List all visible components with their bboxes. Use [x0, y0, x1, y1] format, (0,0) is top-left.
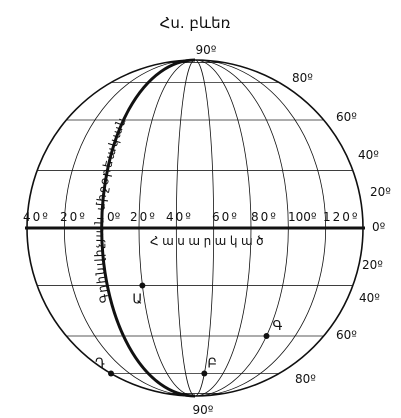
latitude-label-south-60: 60º — [336, 328, 357, 342]
point-1-label: Ա — [132, 292, 142, 307]
longitude-label-east-80: 80º — [251, 210, 278, 224]
longitude-label-east-40: 40º — [166, 210, 193, 224]
equator-degree-label: 0º — [372, 220, 386, 234]
latitude-label-south-40: 40º — [359, 291, 380, 305]
point-2-label: Բ — [207, 356, 217, 371]
point-4-marker — [108, 370, 114, 377]
point-1-marker — [139, 282, 146, 289]
point-4-label: Դ — [95, 356, 105, 371]
latitude-label-north-80: 80º — [292, 71, 313, 85]
point-3-marker — [263, 332, 270, 339]
point-3-label: Գ — [272, 319, 282, 334]
longitude-label-west-20: 20º — [60, 210, 87, 224]
globe-grid — [25, 58, 365, 398]
latitude-label-north-60: 60º — [336, 110, 357, 124]
longitude-label-0: 0º — [107, 210, 121, 224]
point-2-marker — [201, 370, 208, 377]
equator-label: Հասարակած — [150, 234, 267, 248]
longitude-label-west-40: 40º — [23, 210, 50, 224]
bottom-latitude-label: 90º — [193, 403, 214, 417]
longitude-label-east-20: 20º — [130, 210, 157, 224]
latitude-label-south-80: 80º — [295, 372, 316, 386]
top-latitude-label: 90º — [196, 43, 217, 57]
longitude-label-east-100: 100º — [288, 210, 317, 224]
latitude-label-north-20: 20º — [370, 185, 391, 199]
latitude-label-south-20: 20º — [362, 258, 383, 272]
longitude-label-east-60: 60º — [212, 210, 239, 224]
longitude-label-east-120: 120º — [323, 210, 360, 224]
points-layer: Ա Բ Գ Դ — [95, 282, 282, 377]
latitude-label-north-40: 40º — [358, 148, 379, 162]
north-pole-title: Հս. բևեռ — [160, 14, 231, 32]
